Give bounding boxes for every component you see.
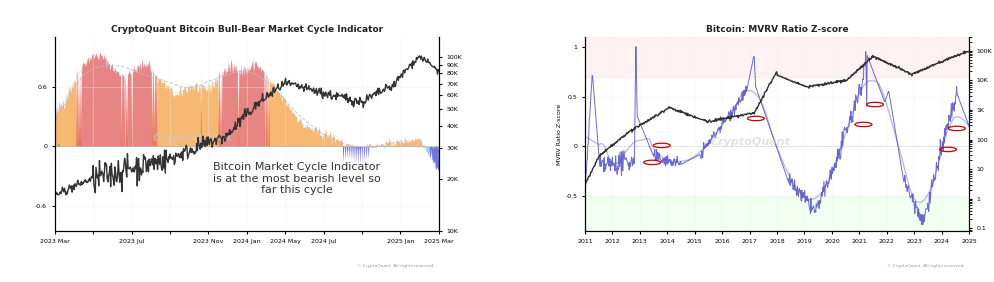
Text: CryptoQuant: CryptoQuant bbox=[153, 133, 233, 143]
Text: Bitcoin Market Cycle Indicator
is at the most bearish level so
far this cycle: Bitcoin Market Cycle Indicator is at the… bbox=[213, 162, 381, 195]
Title: Bitcoin: MVRV Ratio Z-score: Bitcoin: MVRV Ratio Z-score bbox=[706, 25, 848, 34]
Text: © CryptoQuant. All rights reserved.: © CryptoQuant. All rights reserved. bbox=[888, 264, 965, 268]
Text: CryptoQuant: CryptoQuant bbox=[710, 137, 790, 147]
Bar bbox=[584, 196, 969, 231]
Title: CryptoQuant Bitcoin Bull-Bear Market Cycle Indicator: CryptoQuant Bitcoin Bull-Bear Market Cyc… bbox=[110, 25, 383, 34]
Bar bbox=[584, 37, 969, 77]
Text: © CryptoQuant. All rights reserved.: © CryptoQuant. All rights reserved. bbox=[357, 264, 435, 268]
Y-axis label: MVRV Ratio Z-score: MVRV Ratio Z-score bbox=[558, 103, 563, 165]
